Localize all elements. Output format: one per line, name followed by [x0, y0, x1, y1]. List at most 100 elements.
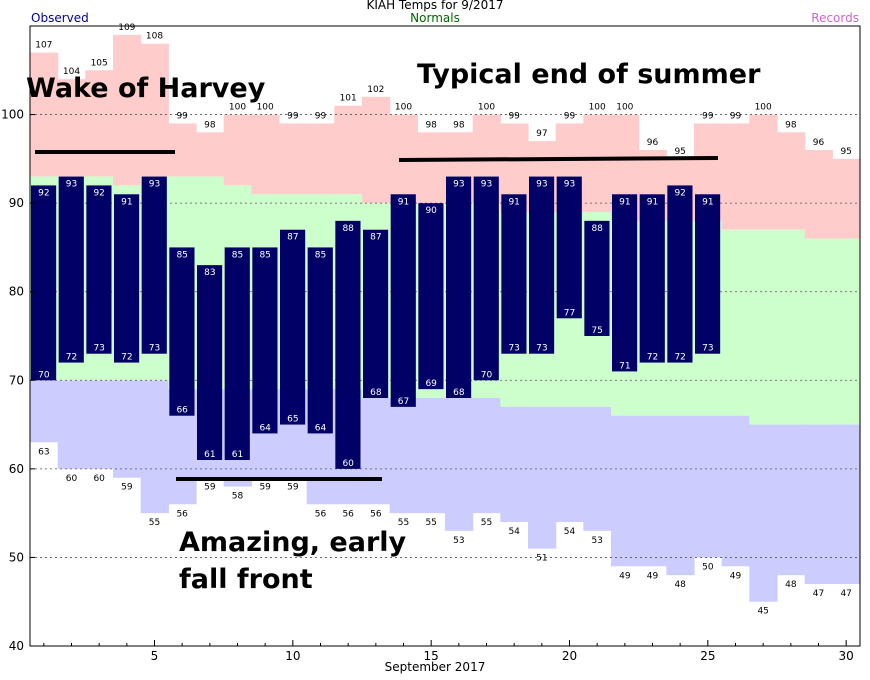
record-low-label: 56	[342, 509, 354, 519]
observed-low-label: 71	[619, 361, 630, 371]
observed-high-label: 91	[508, 197, 519, 207]
y-tick-label: 100	[1, 108, 24, 122]
record-high-band	[777, 132, 806, 230]
record-low-label: 60	[66, 474, 78, 484]
record-low-label: 51	[536, 554, 547, 564]
record-low-label: 56	[370, 509, 382, 519]
record-low-band	[472, 398, 501, 514]
observed-low-label: 73	[536, 344, 547, 354]
record-low-band	[389, 398, 418, 514]
observed-high-label: 85	[259, 250, 270, 260]
record-high-band	[113, 34, 142, 186]
record-high-label: 99	[176, 111, 188, 121]
x-tick-label: 25	[700, 649, 715, 663]
record-high-label: 97	[536, 129, 547, 139]
observed-low-label: 69	[425, 379, 437, 389]
observed-low-label: 73	[93, 344, 104, 354]
observed-high-label: 93	[453, 180, 464, 190]
record-low-label: 63	[38, 447, 49, 457]
record-low-label: 59	[121, 483, 133, 493]
record-low-band	[777, 424, 806, 576]
observed-high-label: 92	[674, 188, 685, 198]
observed-high-label: 85	[232, 250, 243, 260]
observed-bar	[529, 176, 555, 354]
observed-low-label: 68	[453, 388, 465, 398]
record-low-label: 47	[840, 589, 851, 599]
observed-bar	[639, 194, 665, 363]
x-tick-label: 30	[839, 649, 854, 663]
observed-bar	[556, 176, 582, 319]
record-high-band	[279, 123, 308, 195]
observed-low-label: 68	[370, 388, 382, 398]
record-low-label: 49	[730, 571, 742, 581]
observed-high-label: 87	[370, 233, 381, 243]
y-tick-label: 90	[9, 196, 24, 210]
observed-low-label: 61	[204, 450, 215, 460]
record-low-band	[362, 398, 391, 505]
record-low-label: 55	[398, 518, 409, 528]
record-high-label: 108	[146, 32, 163, 42]
record-low-label: 45	[757, 607, 768, 617]
record-high-band	[57, 79, 86, 177]
observed-high-label: 88	[342, 224, 354, 234]
observed-low-label: 61	[232, 450, 243, 460]
observed-high-label: 92	[38, 188, 49, 198]
record-low-label: 56	[315, 509, 327, 519]
observed-bar	[58, 176, 84, 363]
observed-bar	[667, 185, 693, 363]
record-low-label: 54	[564, 527, 576, 537]
observed-high-label: 92	[93, 188, 104, 198]
observed-low-label: 75	[591, 326, 602, 336]
observed-low-label: 72	[674, 353, 685, 363]
observed-bar	[31, 185, 57, 381]
record-low-band	[611, 415, 640, 567]
observed-low-label: 77	[564, 308, 575, 318]
observed-bar	[169, 247, 195, 416]
record-low-label: 58	[232, 492, 244, 502]
normal-band	[749, 229, 778, 425]
record-low-label: 59	[204, 483, 216, 493]
annotation-early-fall-front-line1: Amazing, early	[179, 527, 407, 558]
observed-low-label: 70	[38, 370, 50, 380]
record-high-band	[334, 105, 363, 195]
record-high-band	[85, 70, 114, 177]
record-high-label: 98	[453, 120, 465, 130]
observed-high-label: 93	[149, 180, 160, 190]
record-high-band	[749, 114, 778, 230]
legend-normals: Normals	[410, 11, 460, 25]
record-high-label: 100	[755, 103, 772, 113]
record-low-band	[500, 406, 529, 522]
record-low-label: 50	[702, 562, 714, 572]
plot-frame	[29, 25, 861, 647]
observed-bar	[141, 176, 167, 354]
record-high-label: 100	[229, 103, 246, 113]
normal-band	[721, 229, 750, 416]
record-low-band	[85, 380, 114, 469]
observed-high-label: 93	[536, 180, 547, 190]
record-low-label: 47	[813, 589, 824, 599]
record-high-label: 99	[315, 111, 327, 121]
record-low-label: 49	[619, 571, 631, 581]
observed-high-label: 91	[121, 197, 132, 207]
record-high-label: 100	[478, 103, 495, 113]
observed-low-label: 60	[342, 459, 354, 469]
record-high-band	[804, 150, 833, 239]
record-high-label: 100	[395, 103, 412, 113]
x-tick-label: 15	[424, 649, 439, 663]
record-high-band	[721, 123, 750, 230]
record-low-label: 48	[674, 580, 686, 590]
record-low-label: 56	[176, 509, 188, 519]
record-high-label: 100	[589, 103, 606, 113]
record-high-band	[306, 123, 335, 195]
x-tick-label: 10	[285, 649, 300, 663]
observed-bar	[280, 229, 306, 425]
observed-low-label: 64	[259, 423, 271, 433]
record-low-label: 49	[647, 571, 659, 581]
observed-bar	[446, 176, 472, 398]
record-high-band	[832, 158, 861, 239]
observed-high-label: 90	[425, 206, 437, 216]
record-low-label: 53	[453, 536, 464, 546]
record-low-band	[555, 406, 584, 522]
observed-low-label: 72	[66, 353, 77, 363]
observed-bar	[695, 194, 721, 354]
